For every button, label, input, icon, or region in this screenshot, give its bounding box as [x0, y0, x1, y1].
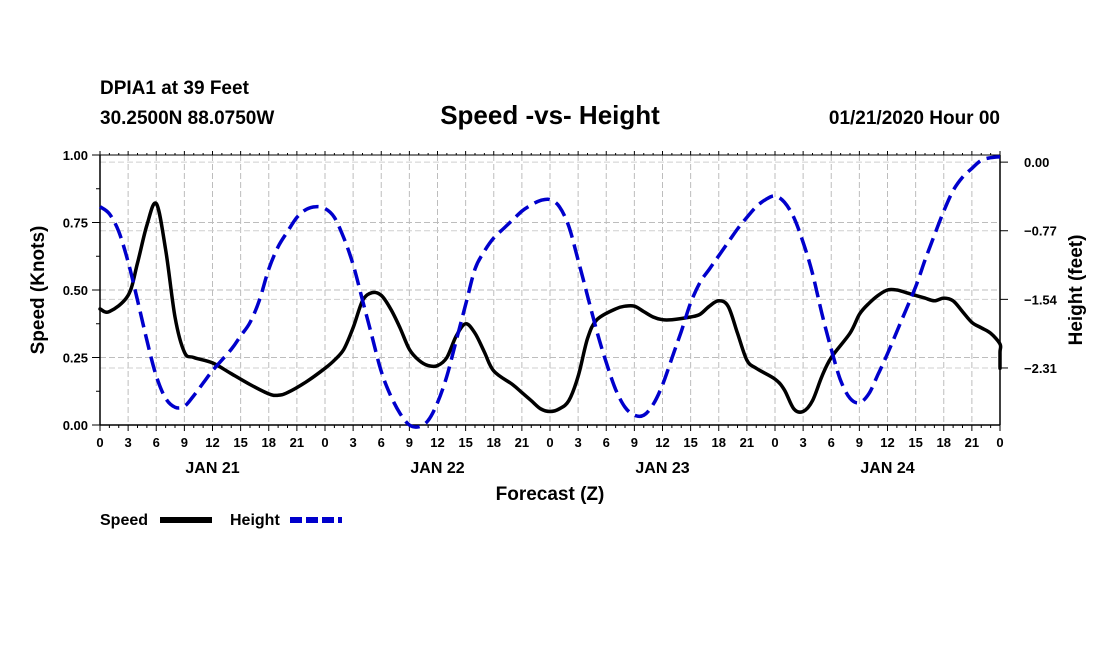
x-tick-label: 18	[712, 435, 726, 450]
x-tick-label: 0	[771, 435, 778, 450]
x-tick-label: 18	[937, 435, 951, 450]
x-tick-label: 21	[965, 435, 979, 450]
x-tick-label: 12	[655, 435, 669, 450]
x-tick-label: 18	[487, 435, 501, 450]
x-tick-label: 18	[262, 435, 276, 450]
y-tick-label: 0.25	[63, 351, 88, 366]
legend: Speed Height	[100, 512, 342, 529]
coordinates-label: 30.2500N 88.0750W	[100, 108, 274, 129]
x-tick-label: 15	[458, 435, 472, 450]
y2-tick-labels: 0.00 −0.77 −1.54 −2.31	[1024, 155, 1058, 376]
x-tick-label: 15	[908, 435, 922, 450]
y2-tick-label: −1.54	[1024, 292, 1058, 307]
y2-tick-label: −2.31	[1024, 361, 1057, 376]
x-tick-label: 9	[631, 435, 638, 450]
day-label: JAN 23	[635, 460, 689, 477]
x-tick-label: 12	[205, 435, 219, 450]
station-label: DPIA1 at 39 Feet	[100, 78, 250, 99]
x-tick-labels: 0 3 6 9 12 15 18 21 0 3 6 9 12 15 18 21 0 3 6 9 12 15 18 21 0 3 6 9…	[96, 435, 1003, 450]
x-tick-label: 21	[290, 435, 304, 450]
x-tick-label: 6	[378, 435, 385, 450]
x-tick-label: 12	[430, 435, 444, 450]
y2-tick-label: −0.77	[1024, 224, 1057, 239]
x-tick-label: 3	[350, 435, 357, 450]
y-axis-title: Speed (Knots)	[28, 226, 49, 355]
legend-height-label: Height	[230, 512, 280, 529]
x-tick-label: 15	[233, 435, 247, 450]
x-tick-label: 21	[740, 435, 754, 450]
forecast-date-label: 01/21/2020 Hour 00	[829, 108, 1000, 129]
day-labels: JAN 21 JAN 22 JAN 23 JAN 24	[185, 460, 914, 477]
x-tick-label: 0	[996, 435, 1003, 450]
x-tick-label: 12	[880, 435, 894, 450]
x-tick-label: 6	[828, 435, 835, 450]
y2-tick-label: 0.00	[1024, 155, 1049, 170]
series-lines	[98, 155, 1003, 429]
y-tick-labels: 0.00 0.25 0.50 0.75 1.00	[63, 148, 88, 433]
day-label: JAN 21	[185, 460, 239, 477]
x-tick-label: 3	[125, 435, 132, 450]
grid-lines	[100, 155, 1000, 425]
series-speed-line	[98, 201, 1003, 414]
y-tick-label: 1.00	[63, 148, 88, 163]
y-tick-label: 0.00	[63, 418, 88, 433]
x-tick-label: 15	[683, 435, 697, 450]
series-height-line	[98, 155, 1001, 429]
legend-speed-label: Speed	[100, 512, 148, 529]
day-label: JAN 24	[860, 460, 914, 477]
x-tick-label: 9	[856, 435, 863, 450]
x-tick-label: 9	[181, 435, 188, 450]
chart-title: Speed -vs- Height	[440, 100, 660, 130]
x-axis-title: Forecast (Z)	[496, 484, 605, 505]
x-tick-label: 3	[800, 435, 807, 450]
x-tick-label: 9	[406, 435, 413, 450]
y-tick-label: 0.50	[63, 283, 88, 298]
x-tick-label: 0	[321, 435, 328, 450]
x-tick-label: 6	[153, 435, 160, 450]
x-tick-label: 0	[96, 435, 103, 450]
day-label: JAN 22	[410, 460, 464, 477]
x-tick-label: 0	[546, 435, 553, 450]
y2-axis-title: Height (feet)	[1066, 235, 1087, 346]
x-tick-label: 3	[575, 435, 582, 450]
x-tick-label: 21	[515, 435, 529, 450]
x-tick-label: 6	[603, 435, 610, 450]
y-tick-label: 0.75	[63, 216, 88, 231]
